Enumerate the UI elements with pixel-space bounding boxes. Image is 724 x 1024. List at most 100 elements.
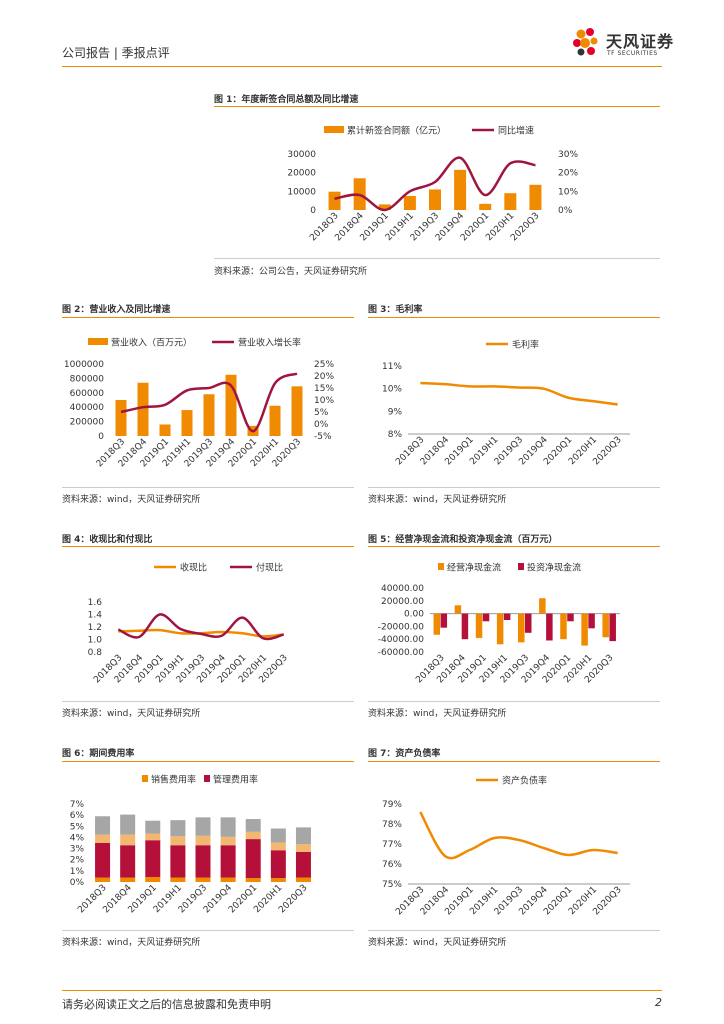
legend-swatch-0 [438, 563, 444, 570]
footer-disclaimer: 请务必阅读正文之后的信息披露和免责申明 [62, 998, 271, 1011]
fig2-chart: 营业收入（百万元） 营业收入增长率 1000000 800000 600000 40000… [64, 337, 335, 470]
legend-label: 资产负债率 [502, 775, 547, 787]
bar-series-0 [581, 613, 588, 646]
stack-segment-1 [195, 845, 211, 878]
legend-swatch-1 [518, 563, 524, 570]
stack-segment-0 [295, 877, 311, 882]
bar [504, 193, 517, 210]
bar [403, 196, 416, 210]
y-tick-label: 78% [382, 820, 402, 830]
y-tick-label: 77% [382, 840, 402, 850]
bar-series-0 [539, 598, 546, 614]
y-tick-label: 10000 [287, 187, 316, 197]
fig1-source: 资料来源：公司公告，天风证券研究所 [214, 267, 368, 277]
y-tick-label: 3% [70, 845, 85, 855]
y-tick-label: 9% [388, 407, 403, 417]
y-tick-label: 11% [382, 362, 402, 372]
y-tick-label: 1.2 [88, 623, 102, 633]
fig5-source: 资料来源：wind，天风证券研究所 [368, 709, 507, 719]
y-tick-label: 20000 [287, 169, 316, 179]
footer-rule [62, 990, 662, 991]
bar-series-0 [518, 613, 525, 643]
y-tick-label: 5% [70, 822, 85, 832]
y-tick-label: 1.0 [88, 636, 103, 646]
y-tick-label: 0 [310, 206, 316, 216]
fig3-title: 图 3：毛利率 [368, 305, 423, 315]
series-line-0 [120, 372, 298, 433]
bar-series-0 [560, 613, 567, 640]
bar-series-0 [602, 613, 609, 638]
bar [115, 400, 127, 436]
stack-segment-2 [295, 844, 311, 852]
y-tick-label: 7% [70, 800, 85, 810]
logo-text: 天风证券 [606, 32, 675, 51]
y-tick-label: 10% [382, 385, 402, 395]
stack-segment-2 [270, 842, 286, 851]
stack-segment-3 [95, 816, 111, 835]
bar [291, 386, 303, 436]
legend-label: 管理费用率 [213, 774, 258, 786]
series-line-0 [420, 381, 618, 406]
stack-segment-0 [245, 878, 261, 882]
legend-swatch-0 [142, 775, 148, 782]
legend-label: 付现比 [256, 562, 283, 574]
legend-swatch-1 [204, 775, 210, 782]
fig1-title: 图 1：年度新签合同总额及同比增速 [214, 95, 359, 105]
fig5-source-rule [368, 701, 660, 702]
report-type-label: 公司报告 | 季报点评 [62, 46, 170, 60]
stack-segment-2 [220, 836, 236, 846]
bar-series-0 [454, 605, 462, 614]
fig4-title: 图 4：收现比和付现比 [62, 535, 153, 545]
stack-segment-1 [95, 843, 111, 878]
stack-segment-0 [120, 877, 136, 882]
bar [454, 169, 467, 210]
fig7-source: 资料来源：wind，天风证券研究所 [368, 938, 507, 948]
legend-swatch-0 [324, 126, 344, 133]
tf-securities-logo: 天风证券 TF SECURITIES [570, 24, 680, 64]
y2-tick-label: 0% [558, 206, 573, 216]
y-tick-label: -40000.00 [378, 635, 424, 645]
fig3-chart: 毛利率11%10%9%8%2018Q32018Q42019Q12019H1201… [382, 339, 630, 467]
stack-segment-3 [120, 814, 136, 835]
y2-tick-label: 20% [314, 372, 334, 382]
bar-series-1 [482, 613, 490, 622]
y-tick-label: 75% [382, 880, 402, 890]
y2-tick-label: 0% [314, 420, 329, 430]
y-tick-label: 400000 [70, 403, 105, 413]
bar [328, 191, 341, 210]
fig1-chart: 累计新签合同额（亿元） 同比增速 30000 20000 10000 0 30% 20% 10%… [287, 125, 578, 244]
stack-segment-3 [170, 820, 186, 837]
y-tick-label: -60000.00 [378, 648, 424, 658]
stack-segment-1 [270, 850, 286, 879]
y-tick-label: 0.00 [404, 610, 424, 620]
fig4-source: 资料来源：wind，天风证券研究所 [62, 709, 201, 719]
legend-label: 收现比 [180, 562, 207, 574]
stack-segment-3 [270, 828, 286, 843]
y-tick-label: 0 [98, 432, 104, 442]
stack-segment-1 [120, 845, 136, 878]
y2-tick-label: 25% [314, 360, 334, 370]
bar [378, 204, 391, 210]
fig5-title-rule [368, 546, 660, 547]
y-tick-label: 6% [70, 811, 85, 821]
stack-segment-1 [245, 839, 261, 879]
stack-segment-0 [145, 876, 161, 882]
fig6-source-rule [62, 930, 354, 931]
fig7-chart: 资产负债率79%78%77%76%75%2018Q32018Q42019Q120… [382, 775, 630, 917]
legend-label: 投资净现金流 [527, 562, 581, 574]
series-line-0 [334, 156, 536, 212]
y-tick-label: 800000 [70, 374, 105, 384]
y2-tick-label: 20% [558, 169, 578, 179]
fig7-source-rule [368, 930, 660, 931]
y2-tick-label: 10% [314, 396, 334, 406]
fig3-source-rule [368, 487, 660, 488]
y-tick-label: 20000.00 [381, 597, 424, 607]
bar [181, 410, 193, 436]
legend-label: 累计新签合同额（亿元） [347, 125, 446, 137]
stack-segment-1 [145, 840, 161, 877]
stack-segment-3 [195, 817, 211, 836]
stack-segment-0 [95, 877, 111, 882]
y-tick-label: 8% [388, 430, 403, 440]
fig6-title-rule [62, 761, 354, 762]
y-tick-label: 200000 [70, 418, 105, 428]
